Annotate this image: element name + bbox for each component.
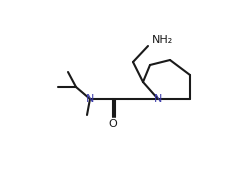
Text: N: N: [86, 94, 94, 104]
Text: O: O: [109, 119, 117, 129]
Text: N: N: [154, 94, 162, 104]
Text: NH₂: NH₂: [152, 35, 173, 45]
